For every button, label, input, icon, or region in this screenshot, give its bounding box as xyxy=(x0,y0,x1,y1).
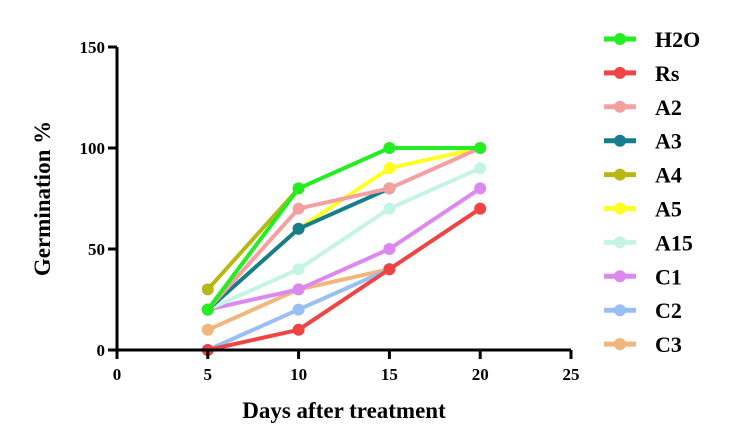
data-point-c1 xyxy=(383,243,396,255)
legend-swatch-marker xyxy=(614,66,626,79)
series-line-rs xyxy=(207,206,482,352)
legend-label: A15 xyxy=(655,230,693,255)
legend-item-a4: A4 xyxy=(604,163,682,188)
legend-label: A4 xyxy=(655,163,682,188)
legend-swatch-marker xyxy=(614,270,626,283)
legend-item-h2o: H2O xyxy=(604,27,700,52)
series-line-a5 xyxy=(206,146,481,312)
data-point-a5 xyxy=(383,162,396,175)
data-point-h2o xyxy=(201,303,214,316)
y-axis-title: Germination % xyxy=(30,121,55,276)
legend-item-a3: A3 xyxy=(604,129,682,154)
legend-swatch-marker xyxy=(614,338,626,351)
legend-item-c3: C3 xyxy=(604,332,682,357)
y-tick-label: 0 xyxy=(97,341,106,360)
x-tick-label: 0 xyxy=(113,365,122,384)
data-point-c3 xyxy=(201,323,214,336)
data-point-c2 xyxy=(292,303,305,316)
legend-label: C3 xyxy=(655,332,682,357)
legend-item-a15: A15 xyxy=(604,230,693,255)
x-tick-label: 20 xyxy=(472,365,489,384)
series-h2o xyxy=(201,142,487,316)
x-tick-label: 25 xyxy=(563,365,580,384)
x-tick-label: 15 xyxy=(381,365,398,384)
legend-label: Rs xyxy=(655,61,680,86)
legend-label: H2O xyxy=(655,27,700,52)
legend-item-a5: A5 xyxy=(604,197,682,222)
axes xyxy=(115,47,571,352)
legend-swatch-marker xyxy=(614,33,626,45)
data-point-a2 xyxy=(383,182,396,195)
legend-label: C2 xyxy=(655,298,682,323)
data-point-rs xyxy=(383,263,396,276)
data-point-a15 xyxy=(474,162,487,175)
legend-swatch-marker xyxy=(614,304,626,317)
legend-swatch-marker xyxy=(614,168,626,181)
data-point-rs xyxy=(474,202,487,215)
legend-item-c1: C1 xyxy=(604,264,682,289)
legend-label: A3 xyxy=(655,129,682,154)
legend-label: C1 xyxy=(655,264,682,289)
data-point-h2o xyxy=(383,142,396,154)
y-tick-label: 100 xyxy=(80,139,106,158)
legend-item-rs: Rs xyxy=(604,61,680,86)
series-line-c1 xyxy=(207,186,482,312)
data-point-h2o xyxy=(474,142,487,154)
x-tick-label: 10 xyxy=(290,365,307,384)
data-point-a15 xyxy=(292,263,305,276)
ticks: 0 50 100 150 0 5 10 15 20 25 xyxy=(80,38,580,384)
series-a15 xyxy=(201,162,487,316)
legend-swatch-marker xyxy=(614,100,626,113)
series-line-a2 xyxy=(206,146,482,311)
data-point-c1 xyxy=(292,283,305,296)
y-tick-label: 150 xyxy=(80,38,106,57)
legend-item-c2: C2 xyxy=(604,298,682,323)
data-point-c1 xyxy=(474,182,487,195)
legend-swatch-marker xyxy=(614,134,626,147)
series-line-a4 xyxy=(206,187,301,291)
series-line-h2o xyxy=(206,146,481,311)
data-point-a2 xyxy=(292,202,305,215)
data-point-rs xyxy=(292,323,305,336)
data-point-a4 xyxy=(201,283,214,296)
legend-item-a2: A2 xyxy=(604,95,682,120)
legend-label: A5 xyxy=(655,197,682,222)
x-axis-title: Days after treatment xyxy=(242,398,446,423)
series-line-a15 xyxy=(206,166,482,312)
series-layer xyxy=(201,142,487,356)
data-point-a15 xyxy=(383,202,396,215)
x-tick-label: 5 xyxy=(204,365,213,384)
series-a3 xyxy=(201,182,396,316)
y-tick-label: 50 xyxy=(88,240,105,259)
legend-label: A2 xyxy=(655,95,682,120)
legend: H2O Rs A2 A3 A4 A5 A15 C1 C2 C3 xyxy=(604,27,700,357)
data-point-h2o xyxy=(292,182,305,195)
legend-swatch-marker xyxy=(614,202,626,215)
legend-swatch-marker xyxy=(614,236,626,249)
data-point-a3 xyxy=(292,222,305,235)
